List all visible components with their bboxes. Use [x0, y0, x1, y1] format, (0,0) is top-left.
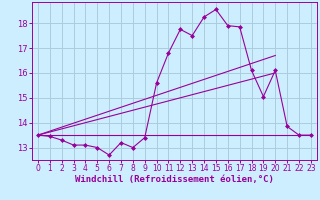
X-axis label: Windchill (Refroidissement éolien,°C): Windchill (Refroidissement éolien,°C) — [75, 175, 274, 184]
